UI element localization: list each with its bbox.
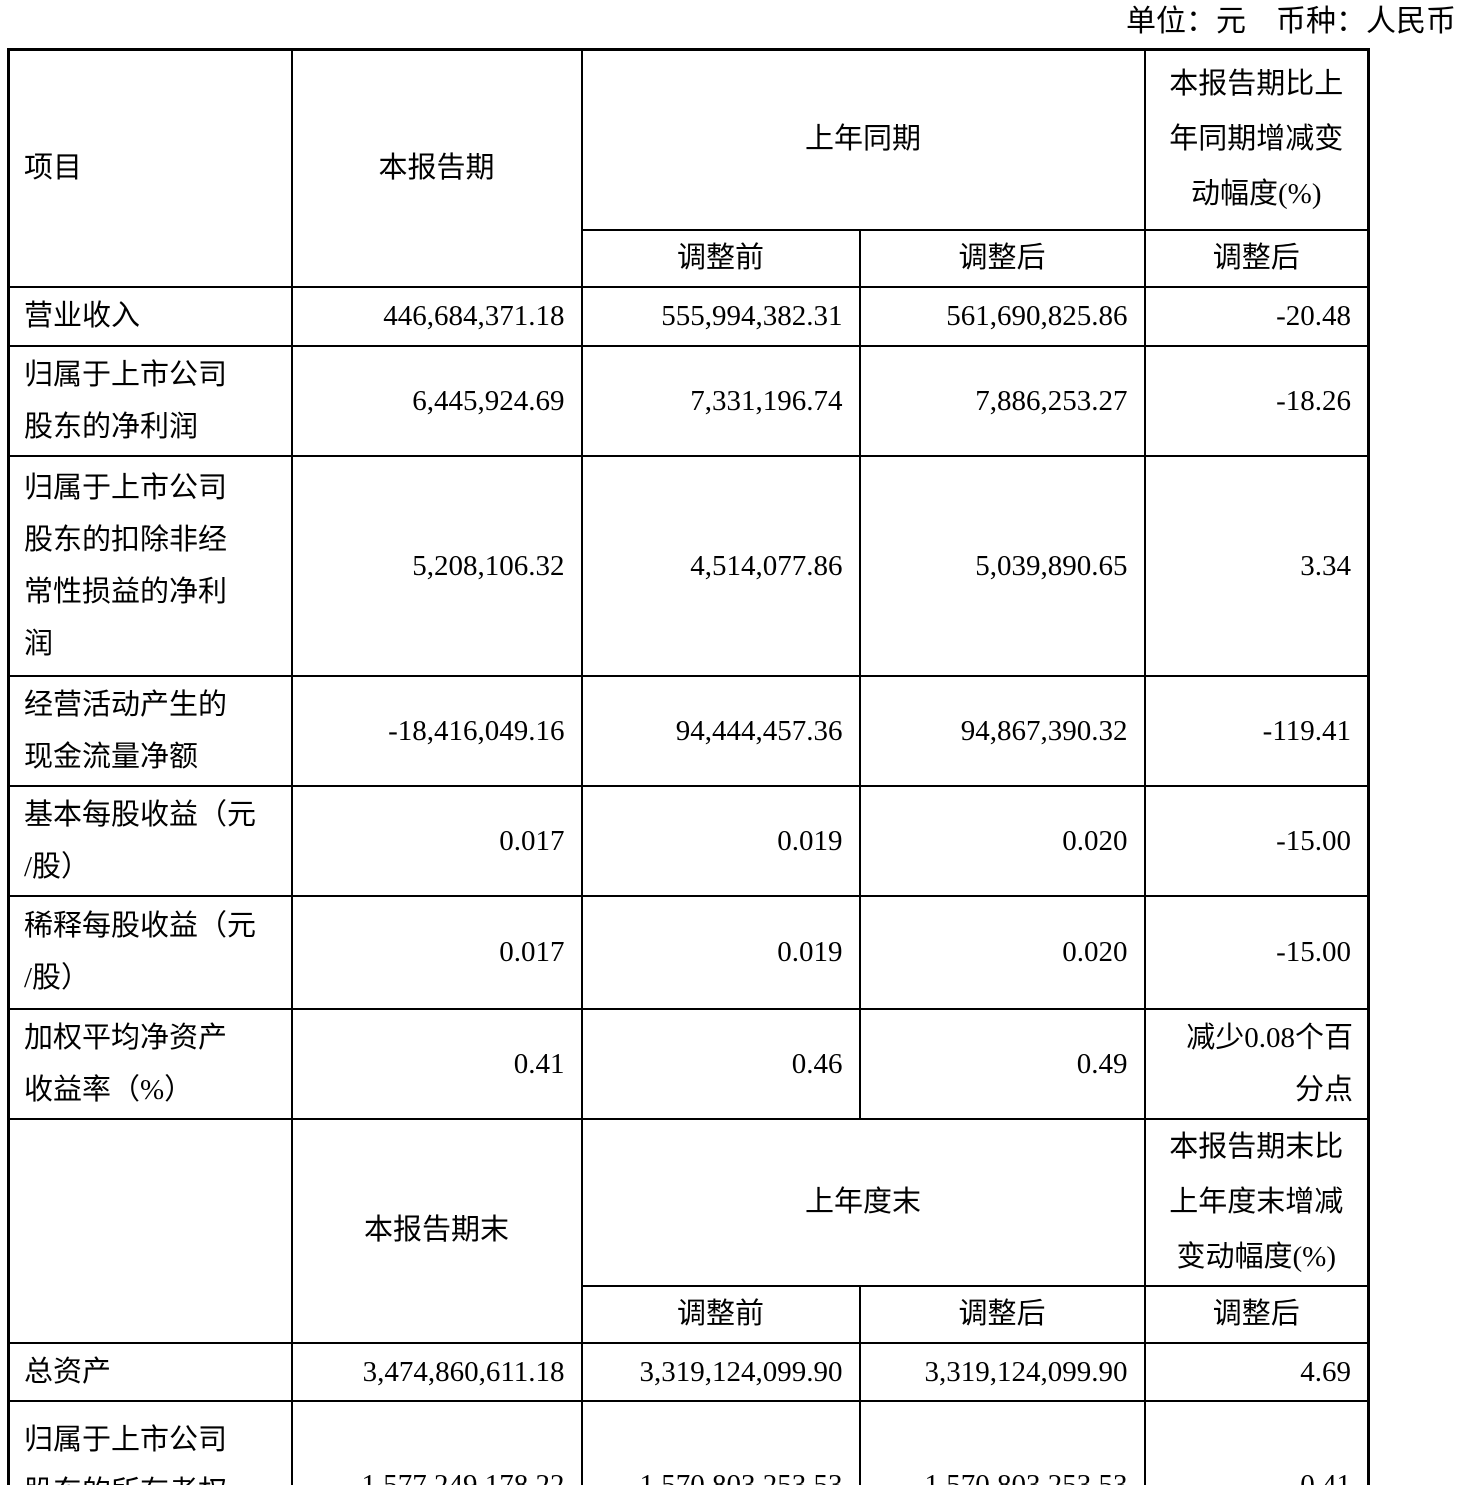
after-value-cell: 1,570,803,253.53 bbox=[858, 1399, 1146, 1485]
change-after-adjust-subheader-cell-2: 调整后 bbox=[1143, 1284, 1370, 1344]
after-value-cell: 561,690,825.86 bbox=[858, 285, 1146, 347]
table-row-diluted-eps: 稀释每股收益（元 /股） 0.017 0.019 0.020 -15.00 bbox=[7, 894, 1370, 1010]
current-value-cell: 0.017 bbox=[290, 894, 583, 1010]
subheader-row-1: 调整前 调整后 调整后 bbox=[9, 228, 1370, 288]
item-header-cell: 项目 bbox=[7, 48, 293, 288]
after-value-cell: 7,886,253.27 bbox=[858, 344, 1146, 457]
table-row-operating-cash-flow: 经营活动产生的 现金流量净额 -18,416,049.16 94,444,457… bbox=[7, 674, 1370, 787]
row-label-cell: 加权平均净资产 收益率（%） bbox=[7, 1007, 293, 1120]
after-value-cell: 94,867,390.32 bbox=[858, 674, 1146, 787]
current-period-header-cell: 本报告期 bbox=[290, 48, 583, 288]
before-value-cell: 94,444,457.36 bbox=[580, 674, 861, 787]
item-header-cell-2 bbox=[7, 1117, 293, 1344]
before-value-cell: 4,514,077.86 bbox=[580, 454, 861, 677]
row-label-cell: 总资产 bbox=[7, 1341, 293, 1402]
before-value-cell: 3,319,124,099.90 bbox=[580, 1341, 861, 1402]
before-value-cell: 0.019 bbox=[580, 784, 861, 897]
table-row-revenue: 营业收入 446,684,371.18 555,994,382.31 561,6… bbox=[7, 285, 1370, 347]
change-value-cell: -15.00 bbox=[1143, 894, 1370, 1010]
before-value-cell: 0.46 bbox=[580, 1007, 861, 1120]
table-row-basic-eps: 基本每股收益（元 /股） 0.017 0.019 0.020 -15.00 bbox=[7, 784, 1370, 897]
before-value-cell: 0.019 bbox=[580, 894, 861, 1010]
row-label-cell: 基本每股收益（元 /股） bbox=[7, 784, 293, 897]
change-value-cell: -18.26 bbox=[1143, 344, 1370, 457]
change-value-cell: 3.34 bbox=[1143, 454, 1370, 677]
change-value-cell: 4.69 bbox=[1143, 1341, 1370, 1402]
current-value-cell: 0.017 bbox=[290, 784, 583, 897]
after-value-cell: 0.49 bbox=[858, 1007, 1146, 1120]
header-row-1: 项目 本报告期 上年同期 本报告期比上 年同期增减变 动幅度(%) bbox=[7, 48, 1370, 288]
row-label-cell: 归属于上市公司 股东的净利润 bbox=[7, 344, 293, 457]
row-label-cell: 归属于上市公司 股东的扣除非经 常性损益的净利 润 bbox=[7, 454, 293, 677]
financial-summary-table: 项目 本报告期 上年同期 本报告期比上 年同期增减变 动幅度(%) 调整前 调整… bbox=[7, 48, 1371, 1485]
after-adjust-subheader-cell: 调整后 bbox=[858, 228, 1146, 288]
before-value-cell: 7,331,196.74 bbox=[580, 344, 861, 457]
header-row-2: 本报告期末 上年度末 本报告期末比 上年度末增减 变动幅度(%) bbox=[7, 1117, 1370, 1344]
current-value-cell: 446,684,371.18 bbox=[290, 285, 583, 347]
before-adjust-subheader-cell-2: 调整前 bbox=[580, 1284, 861, 1344]
row-label-cell: 稀释每股收益（元 /股） bbox=[7, 894, 293, 1010]
current-value-cell: 3,474,860,611.18 bbox=[290, 1341, 583, 1402]
change-header-cell-2: 本报告期末比 上年度末增减 变动幅度(%) bbox=[1143, 1117, 1370, 1287]
current-value-cell: 0.41 bbox=[290, 1007, 583, 1120]
row-label-cell: 经营活动产生的 现金流量净额 bbox=[7, 674, 293, 787]
change-after-adjust-subheader-cell: 调整后 bbox=[1143, 228, 1370, 288]
before-adjust-subheader-cell: 调整前 bbox=[580, 228, 861, 288]
current-value-cell: -18,416,049.16 bbox=[290, 674, 583, 787]
before-value-cell: 1,570,803,253.53 bbox=[580, 1399, 861, 1485]
table-row-net-profit: 归属于上市公司 股东的净利润 6,445,924.69 7,331,196.74… bbox=[7, 344, 1370, 457]
current-value-cell: 1,577,249,178.22 bbox=[290, 1399, 583, 1485]
before-value-cell: 555,994,382.31 bbox=[580, 285, 861, 347]
change-header-cell: 本报告期比上 年同期增减变 动幅度(%) bbox=[1143, 48, 1370, 231]
current-value-cell: 5,208,106.32 bbox=[290, 454, 583, 677]
table-row-weighted-avg-roe: 加权平均净资产 收益率（%） 0.41 0.46 0.49 减少0.08个百 分… bbox=[7, 1007, 1370, 1120]
unit-currency-note: 单位：元 币种：人民币 bbox=[1126, 5, 1456, 38]
change-value-cell: -119.41 bbox=[1143, 674, 1370, 787]
change-value-cell: -15.00 bbox=[1143, 784, 1370, 897]
table-row-owners-equity: 归属于上市公司 股东的所有者权 1,577,249,178.22 1,570,8… bbox=[7, 1399, 1370, 1485]
after-value-cell: 3,319,124,099.90 bbox=[858, 1341, 1146, 1402]
row-label-cell: 营业收入 bbox=[7, 285, 293, 347]
prior-year-end-group-header-cell: 上年度末 bbox=[580, 1117, 1146, 1287]
change-value-cell: 减少0.08个百 分点 bbox=[1143, 1007, 1370, 1120]
current-period-end-header-cell: 本报告期末 bbox=[290, 1117, 583, 1344]
current-value-cell: 6,445,924.69 bbox=[290, 344, 583, 457]
change-value-cell: -20.48 bbox=[1143, 285, 1370, 347]
after-value-cell: 5,039,890.65 bbox=[858, 454, 1146, 677]
row-label-cell: 归属于上市公司 股东的所有者权 bbox=[7, 1399, 293, 1485]
after-value-cell: 0.020 bbox=[858, 894, 1146, 1010]
after-adjust-subheader-cell-2: 调整后 bbox=[858, 1284, 1146, 1344]
after-value-cell: 0.020 bbox=[858, 784, 1146, 897]
change-value-cell: 0.41 bbox=[1143, 1399, 1370, 1485]
prior-period-group-header-cell: 上年同期 bbox=[580, 48, 1146, 231]
table-row-total-assets: 总资产 3,474,860,611.18 3,319,124,099.90 3,… bbox=[7, 1341, 1370, 1402]
table-row-deducted-net-profit: 归属于上市公司 股东的扣除非经 常性损益的净利 润 5,208,106.32 4… bbox=[7, 454, 1370, 677]
subheader-row-2: 调整前 调整后 调整后 bbox=[9, 1284, 1370, 1344]
